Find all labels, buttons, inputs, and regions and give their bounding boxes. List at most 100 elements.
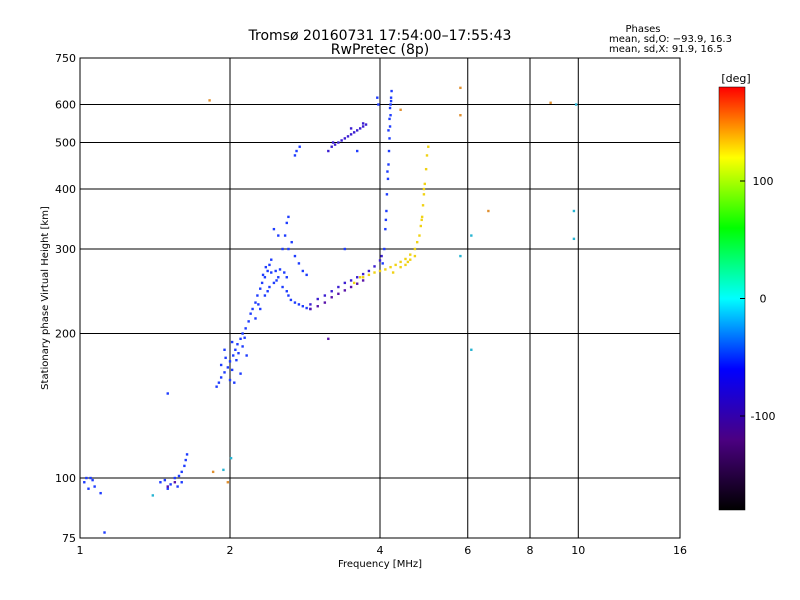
- data-point: [384, 268, 387, 271]
- data-point: [381, 262, 384, 265]
- data-point: [301, 305, 305, 308]
- colorbar-ticks: 100 0 -100: [740, 175, 775, 423]
- data-point: [421, 204, 425, 207]
- data-point: [226, 481, 230, 484]
- y-tick-label: 75: [62, 532, 76, 545]
- data-point: [389, 114, 392, 117]
- data-point: [297, 262, 301, 265]
- data-point: [404, 263, 407, 267]
- data-point: [380, 254, 383, 258]
- data-point: [283, 234, 287, 237]
- data-point: [377, 103, 380, 106]
- data-point: [406, 260, 410, 264]
- data-point: [389, 265, 392, 269]
- data-point: [355, 129, 359, 132]
- data-point: [361, 279, 365, 282]
- data-point: [422, 193, 426, 196]
- data-point: [361, 122, 365, 125]
- data-point: [163, 478, 167, 482]
- data-point: [323, 301, 327, 304]
- data-point: [470, 234, 473, 237]
- data-point: [343, 289, 347, 292]
- data-point: [85, 476, 88, 480]
- data-point: [287, 247, 290, 251]
- data-point: [285, 276, 288, 279]
- y-axis-label: Stationary phase Virtual Height [km]: [40, 206, 51, 390]
- data-point: [254, 301, 257, 304]
- data-point: [385, 193, 389, 196]
- data-point: [470, 348, 473, 351]
- data-point: [89, 476, 92, 480]
- data-point: [387, 163, 390, 166]
- data-point: [263, 276, 267, 279]
- data-point: [215, 385, 218, 388]
- data-point: [261, 273, 265, 277]
- data-point: [399, 260, 402, 264]
- y-tick-label: 750: [55, 52, 76, 65]
- plot-grid: [80, 58, 680, 538]
- data-point: [378, 259, 382, 262]
- data-point: [293, 254, 297, 258]
- data-point: [367, 273, 371, 277]
- data-point: [331, 141, 335, 144]
- data-point: [169, 483, 172, 486]
- data-point: [323, 294, 327, 297]
- data-point: [422, 187, 426, 191]
- data-point: [572, 209, 576, 213]
- data-point: [388, 106, 392, 110]
- data-point: [233, 381, 236, 384]
- data-point: [349, 127, 353, 130]
- data-point: [259, 307, 262, 311]
- data-point: [309, 307, 312, 311]
- x-tick-label: 2: [227, 544, 234, 557]
- colorbar-tick-label: 0: [760, 293, 767, 306]
- data-point: [290, 240, 293, 244]
- data-point: [226, 366, 230, 369]
- data-point: [385, 209, 388, 213]
- data-point: [237, 351, 240, 355]
- y-tick-label: 100: [55, 472, 76, 485]
- data-point: [87, 487, 90, 490]
- data-point: [270, 258, 273, 261]
- y-tick-label: 500: [55, 137, 76, 150]
- x-tick-label: 6: [464, 544, 471, 557]
- data-point: [388, 137, 391, 140]
- data-point: [285, 221, 288, 225]
- data-point: [180, 470, 183, 474]
- data-point: [349, 133, 353, 136]
- data-point: [277, 234, 280, 237]
- data-point: [177, 474, 181, 478]
- data-point: [425, 154, 429, 157]
- data-point: [364, 123, 368, 126]
- data-point: [266, 290, 269, 293]
- data-point: [361, 125, 365, 128]
- data-point: [349, 279, 353, 282]
- data-point: [249, 312, 252, 315]
- data-point: [355, 149, 359, 153]
- data-point: [361, 272, 365, 276]
- data-point: [391, 271, 395, 274]
- data-point: [330, 296, 333, 299]
- data-point: [305, 306, 308, 310]
- data-point: [241, 332, 244, 335]
- data-point: [390, 89, 393, 93]
- data-point: [337, 285, 340, 289]
- data-point: [244, 327, 247, 330]
- data-point: [388, 117, 391, 121]
- data-point: [224, 356, 227, 360]
- data-point: [316, 305, 319, 308]
- data-point: [270, 271, 273, 274]
- data-point: [235, 358, 238, 362]
- data-point: [274, 269, 277, 273]
- data-point: [230, 368, 234, 372]
- data-point: [219, 376, 223, 379]
- data-point: [264, 265, 268, 269]
- data-point: [281, 285, 284, 289]
- data-point: [373, 271, 376, 274]
- data-point: [180, 481, 183, 484]
- data-point: [295, 149, 298, 153]
- data-point: [266, 269, 269, 273]
- data-point: [333, 143, 337, 146]
- data-point: [383, 247, 386, 251]
